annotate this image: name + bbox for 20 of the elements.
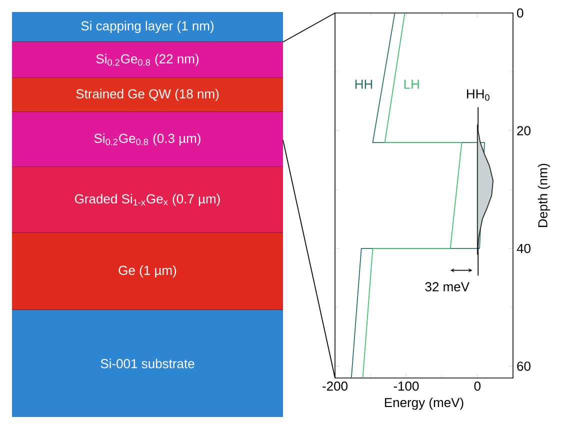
series-label: HH	[355, 80, 372, 89]
category-label: Graded Si$_{1-x}$Ge$_{x}$ (0.7 µm)	[74, 194, 220, 206]
x-axis-title: Energy (meV)	[384, 398, 464, 410]
category-label: Ge (1 µm)	[118, 265, 176, 278]
y-tick-label: 0	[517, 8, 524, 18]
series-label: LH	[404, 80, 419, 89]
series-label: HH$_{0}$	[467, 89, 490, 101]
x-tick-label: -100	[394, 382, 419, 391]
category-label: Si-001 substrate	[100, 358, 194, 368]
y-tick-label: 40	[516, 244, 530, 254]
annotation: 32 meV	[425, 282, 470, 292]
category-label: Si capping layer (1 nm)	[81, 20, 214, 34]
category-label: Strained Ge QW (18 nm)	[76, 88, 219, 102]
category-label: Si$_{0.2}$Ge$_{0.8}$ (22 nm)	[96, 54, 198, 66]
category-label: Si$_{0.2}$Ge$_{0.8}$ (0.3 µm)	[94, 133, 200, 146]
y-axis-title: Depth (nm)	[538, 164, 550, 227]
x-tick-label: -200	[322, 382, 348, 391]
y-tick-label: 20	[517, 126, 530, 136]
y-tick-label: 60	[517, 362, 530, 371]
x-tick-label: 0	[474, 382, 481, 391]
